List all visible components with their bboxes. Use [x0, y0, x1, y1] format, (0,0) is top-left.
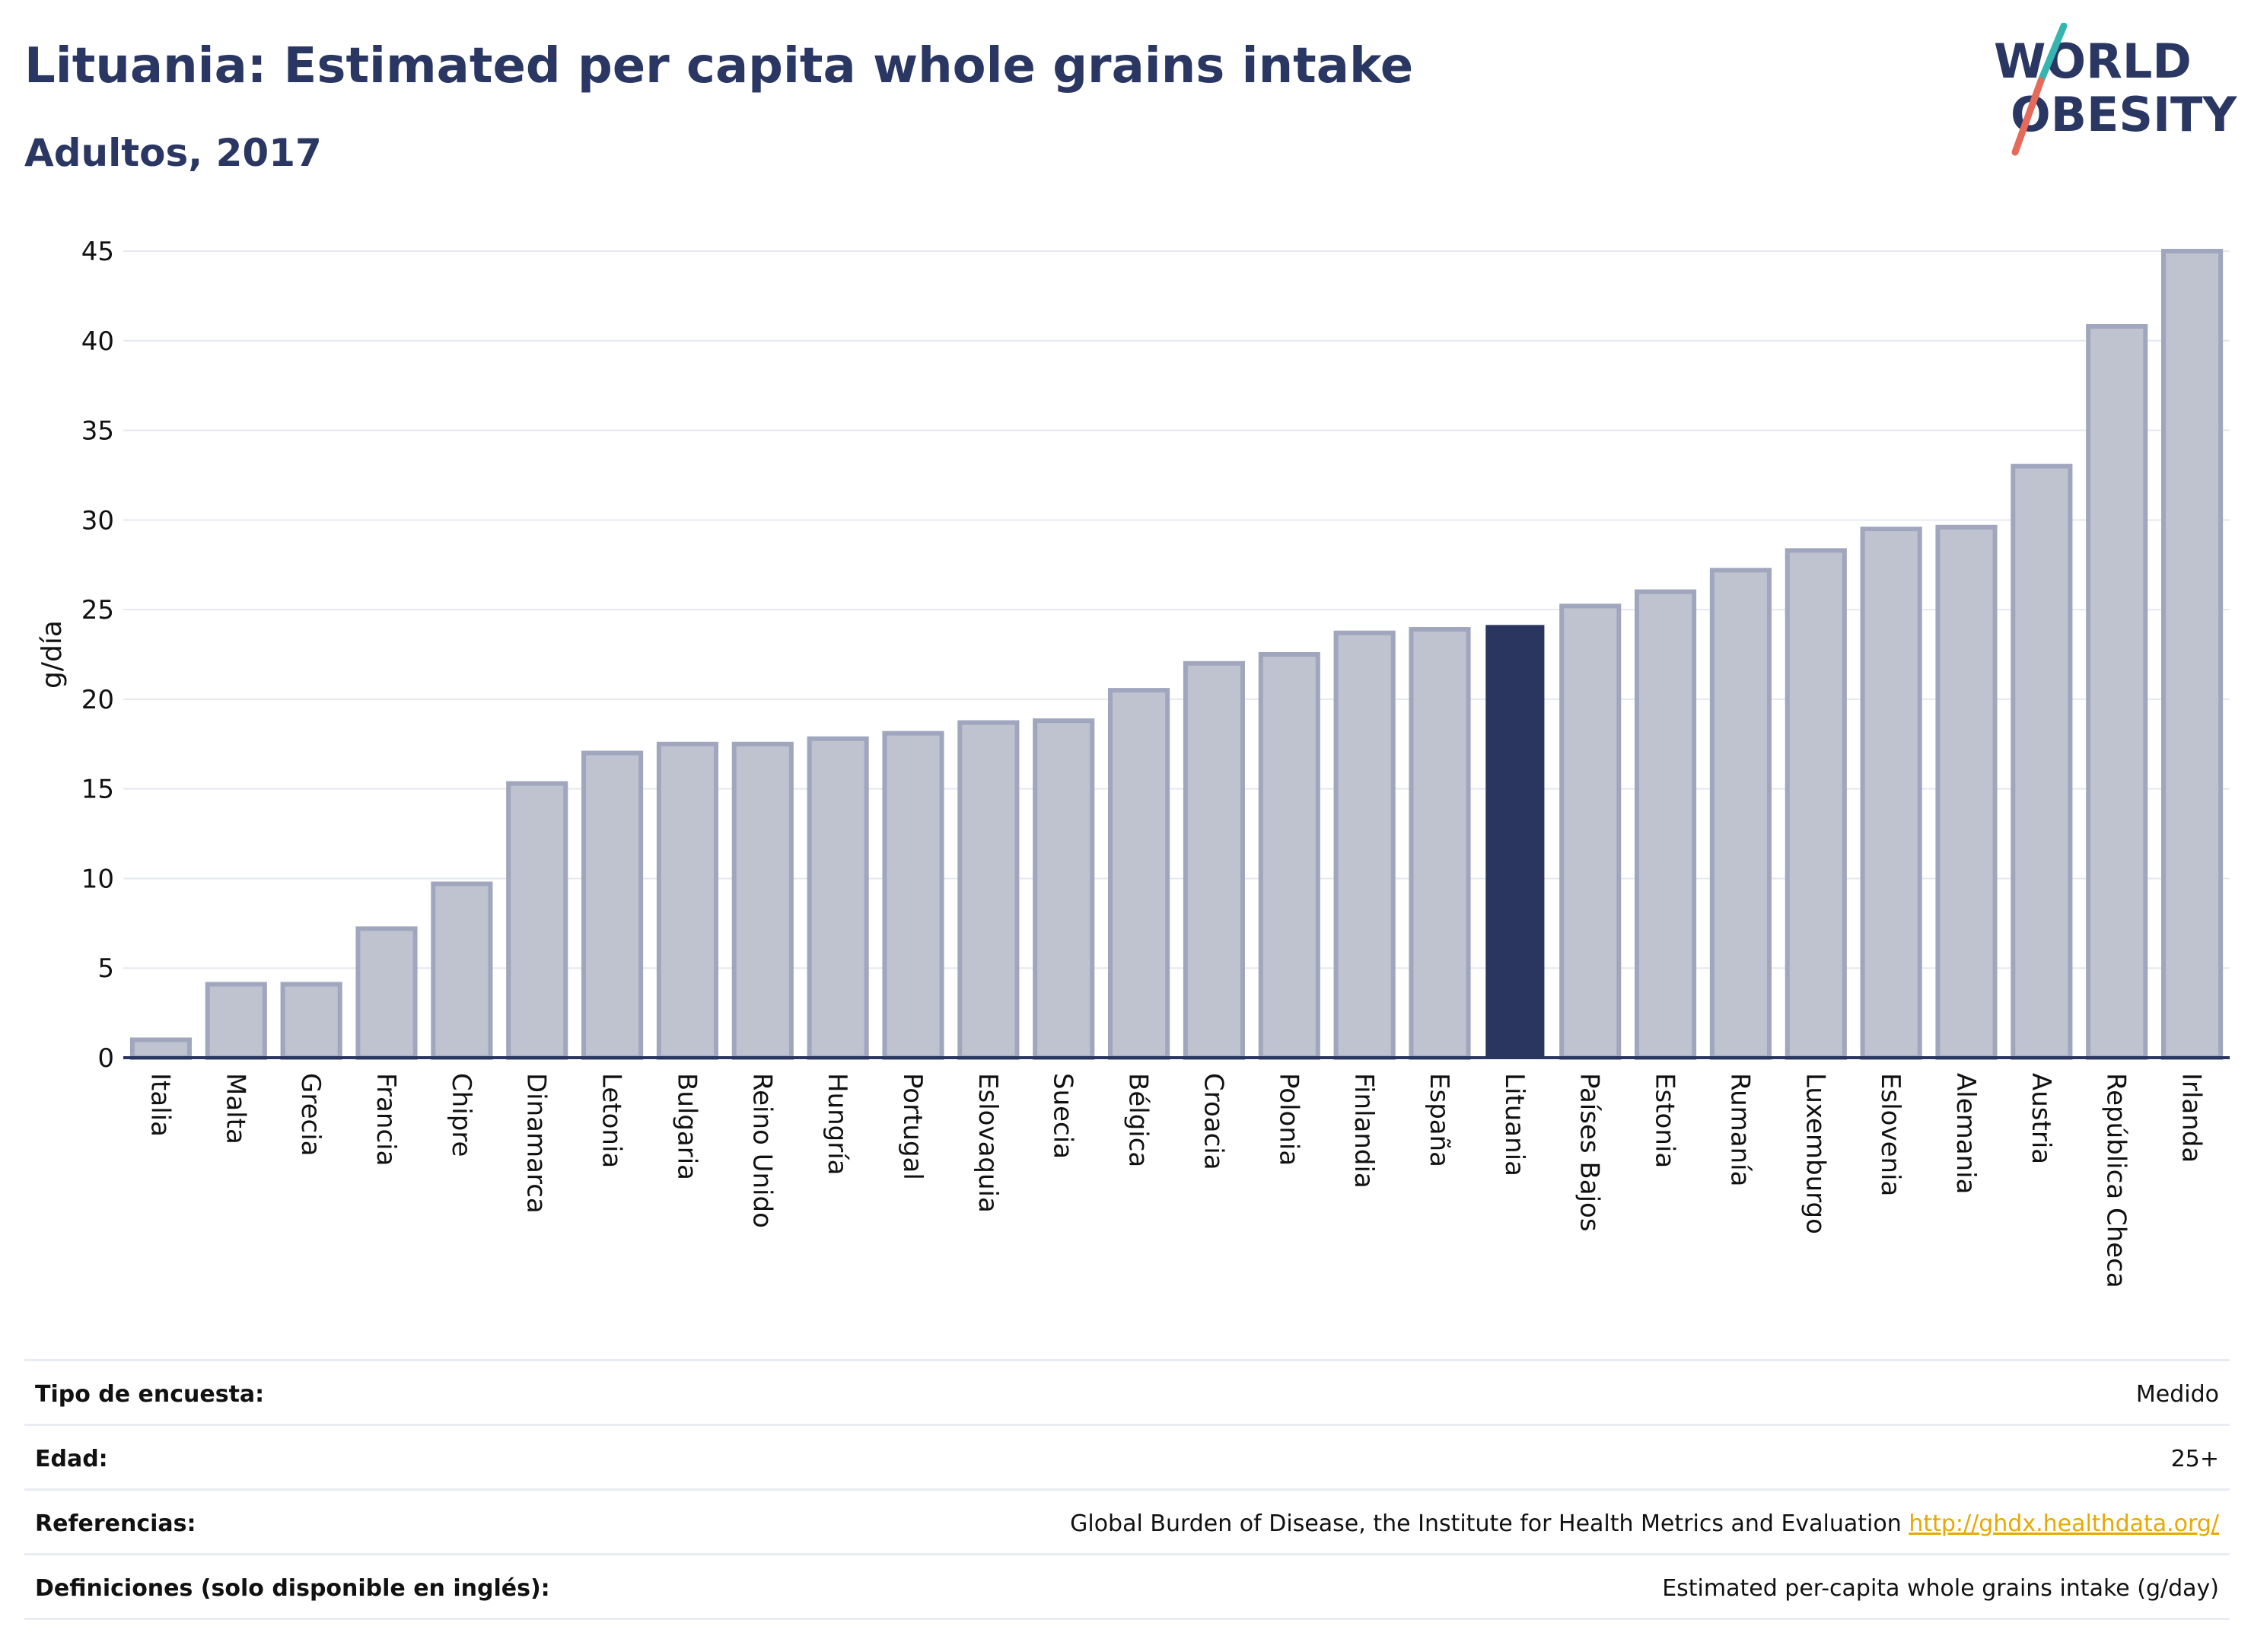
- x-tick-label: Italia: [145, 1073, 175, 1137]
- bar-chart: 0 5 10 15 20 25 30 35 40 45 g/día Italia Malta Grecia…: [37, 237, 2230, 1288]
- info-label: Definiciones (solo disponible en inglés)…: [35, 1575, 550, 1602]
- x-tick-label: Grecia: [295, 1073, 326, 1156]
- x-tick-label: Eslovenia: [1875, 1073, 1906, 1196]
- reference-text: Global Burden of Disease, the Institute …: [1070, 1510, 1902, 1537]
- logo-slash-bottom: [2011, 77, 2045, 156]
- bar: [2161, 249, 2224, 1060]
- x-tick-label: Irlanda: [2176, 1073, 2207, 1163]
- x-tick-label: Dinamarca: [521, 1073, 552, 1214]
- y-tick-label: 40: [81, 326, 114, 357]
- y-tick-label: 30: [81, 505, 114, 536]
- bar: [656, 741, 718, 1060]
- x-tick-label: Hungría: [822, 1073, 852, 1176]
- bar: [1709, 568, 1772, 1060]
- chart-title: Lituania: Estimated per capita whole gra…: [24, 38, 1414, 94]
- x-tick-label: Chipre: [446, 1073, 476, 1157]
- x-tick-label: España: [1424, 1073, 1454, 1167]
- info-row-survey: Tipo de encuesta: Medido: [24, 1359, 2230, 1424]
- y-tick-label: 10: [81, 864, 114, 894]
- x-tick-label: Reino Unido: [747, 1073, 777, 1228]
- info-row-references: Referencias: Global Burden of Disease, t…: [24, 1488, 2230, 1553]
- y-tick-label: 45: [81, 237, 114, 267]
- x-tick-label: Estonia: [1650, 1073, 1680, 1168]
- bar: [882, 731, 944, 1061]
- bar: [1559, 603, 1622, 1060]
- bar: [1108, 688, 1170, 1060]
- bar: [2011, 463, 2073, 1060]
- info-row-age: Edad: 25+: [24, 1424, 2230, 1488]
- logo-line2: OBESITY: [2011, 87, 2237, 142]
- y-tick-label: 35: [81, 416, 114, 447]
- y-tick-label: 25: [81, 595, 114, 625]
- info-label: Edad:: [35, 1446, 108, 1472]
- x-tick-label: Polonia: [1273, 1073, 1304, 1166]
- x-tick-label: Letonia: [597, 1073, 627, 1168]
- bar: [1333, 630, 1396, 1060]
- bar: [1635, 589, 1697, 1060]
- bar: [1409, 627, 1471, 1060]
- bar: [1485, 625, 1545, 1058]
- chart-subtitle: Adultos, 2017: [24, 131, 322, 175]
- x-tick-label: Alemania: [1950, 1073, 1981, 1194]
- bar: [731, 741, 794, 1060]
- info-label: Tipo de encuesta:: [35, 1381, 265, 1408]
- y-tick-label: 5: [97, 953, 114, 984]
- x-tick-label: Francia: [371, 1073, 401, 1166]
- bar: [581, 750, 644, 1060]
- info-value: 25+: [2170, 1446, 2219, 1472]
- info-label: Referencias:: [35, 1510, 196, 1537]
- bar: [506, 781, 568, 1060]
- bar: [807, 736, 869, 1060]
- bar: [431, 881, 493, 1060]
- info-row-definitions: Definiciones (solo disponible en inglés)…: [24, 1553, 2230, 1620]
- x-tick-label: Luxemburgo: [1800, 1073, 1830, 1234]
- x-tick-label: Croacia: [1198, 1073, 1228, 1170]
- bar: [957, 720, 1020, 1060]
- bar: [205, 982, 267, 1061]
- y-tick-label: 20: [81, 685, 114, 715]
- x-tick-label: Malta: [220, 1073, 250, 1144]
- y-axis-label: g/día: [37, 620, 68, 689]
- x-tick-label: Suecia: [1048, 1073, 1078, 1159]
- bar: [355, 926, 418, 1061]
- reference-link[interactable]: http://ghdx.healthdata.org/: [1909, 1510, 2219, 1537]
- info-value: Estimated per-capita whole grains intake…: [1662, 1575, 2219, 1602]
- logo-line1: WORLD: [1994, 33, 2192, 89]
- bar: [1860, 527, 1922, 1060]
- x-tick-label: Lituania: [1499, 1073, 1530, 1176]
- info-value: Global Burden of Disease, the Institute …: [1070, 1510, 2219, 1537]
- bar: [1183, 660, 1245, 1060]
- x-tick-label: Finlandia: [1348, 1073, 1379, 1189]
- x-tick-label: Austria: [2026, 1073, 2056, 1164]
- x-tick-label: Bulgaria: [671, 1073, 702, 1180]
- info-table: Tipo de encuesta: Medido Edad: 25+ Refer…: [24, 1359, 2230, 1620]
- bar: [1935, 524, 1998, 1060]
- bar: [1785, 548, 1847, 1060]
- world-obesity-logo: WORLD OBESITY: [1994, 23, 2237, 156]
- y-tick-label: 0: [97, 1043, 114, 1074]
- bar: [280, 982, 342, 1061]
- x-tick-label: Eslovaquia: [973, 1073, 1003, 1213]
- y-tick-label: 15: [81, 775, 114, 805]
- bar: [129, 1037, 192, 1061]
- x-tick-label: Portugal: [897, 1073, 928, 1180]
- x-tick-label: Países Bajos: [1574, 1073, 1605, 1232]
- bar: [2086, 323, 2148, 1060]
- logo-slash-top: [2037, 23, 2068, 84]
- x-tick-label: República Checa: [2101, 1073, 2132, 1288]
- bar: [1033, 718, 1095, 1061]
- bar: [1258, 652, 1320, 1060]
- info-value: Medido: [2135, 1381, 2219, 1408]
- x-tick-label: Bélgica: [1123, 1073, 1154, 1167]
- x-tick-label: Rumanía: [1724, 1073, 1755, 1186]
